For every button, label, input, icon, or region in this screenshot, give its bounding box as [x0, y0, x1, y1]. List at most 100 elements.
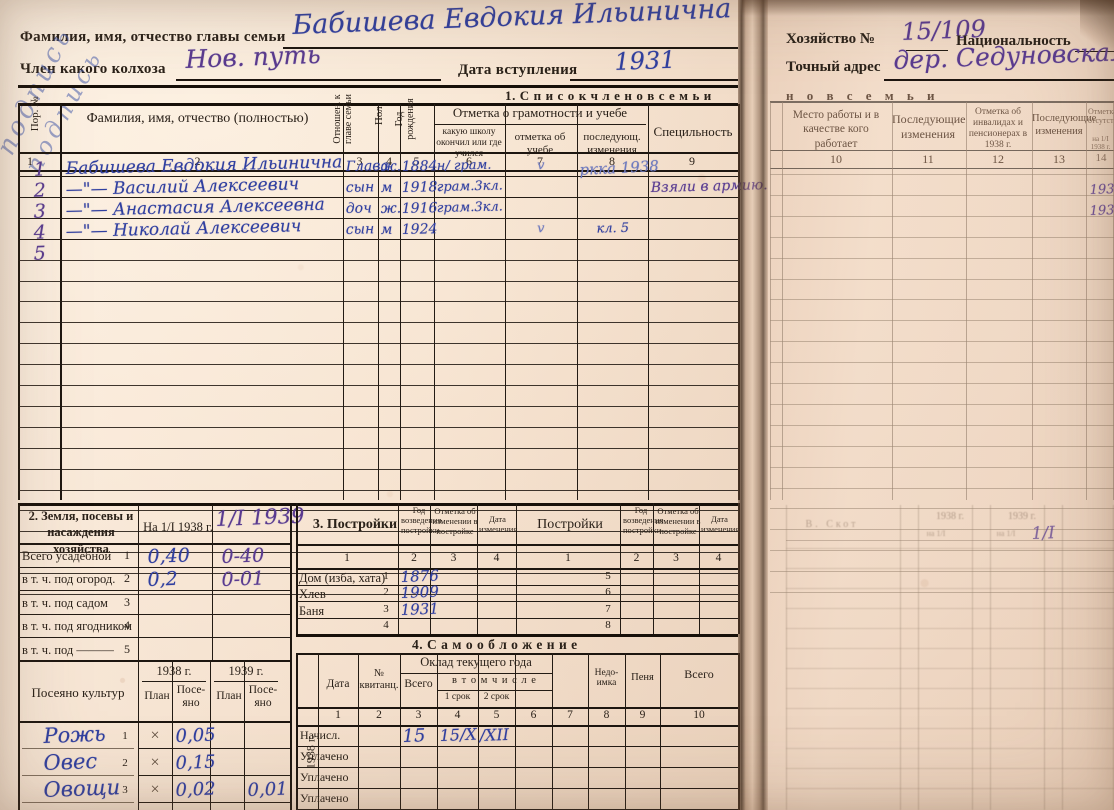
crops-row-rule: [22, 775, 134, 776]
section1-row-rule-right: [770, 237, 1114, 238]
section2-row-rule: [18, 567, 290, 568]
section4-row-label: Уплачено: [300, 791, 349, 805]
section3-row-number-right: 5: [605, 570, 611, 582]
crops-header-bottom-rule: [18, 721, 290, 723]
section1-row-rule: [18, 531, 738, 532]
section2-row-label: Всего усадебной: [22, 549, 112, 563]
kolkhoz-value: Нов. путь: [184, 39, 322, 74]
section1-col-rule-2: [343, 104, 344, 500]
section4-col-rule-1: [318, 653, 319, 810]
top-page-edge: [742, 0, 1114, 16]
section4-value-c3: 15: [402, 725, 426, 747]
colnum-9: 9: [689, 154, 695, 168]
section2-row-rule: [18, 614, 290, 615]
section3-colnum-left-2: 2: [411, 552, 417, 564]
kolkhoz-label: Член какого колхоза: [20, 61, 166, 77]
col-2-label: Фамилия, имя, отчество (полностью): [60, 111, 335, 127]
crops-sown-1938: 0,02: [175, 778, 217, 801]
section4-colnum-9: 9: [639, 709, 646, 721]
section2-title: 2. Земля, посевы и насаждения хозяйства: [28, 509, 134, 556]
section3-numbers-rule: [296, 568, 738, 570]
section1-row-rule-right: [770, 571, 1114, 572]
section1-row-rule: [18, 448, 738, 449]
colnum-7: 7: [537, 154, 543, 168]
colnum-3: 3: [356, 154, 363, 168]
section1-col-rule-right-4: [1032, 102, 1033, 500]
faint-sub-1938: на 1/I: [926, 529, 946, 538]
section4-col-rule-11: [738, 653, 740, 810]
crops-row-name: Овощи: [43, 775, 121, 802]
section2-row-label: в т. ч. под огород.: [22, 572, 116, 586]
crops-row-rule-values: [138, 775, 290, 776]
section1-body-top-rule-r: [770, 168, 1114, 169]
colnum-12: 12: [992, 152, 1004, 166]
section2-row-label: в т. ч. под ягодником: [22, 619, 132, 633]
section1-row-rule-right: [770, 258, 1114, 259]
section4-colnum-8: 8: [603, 709, 610, 721]
literacy-group-label: Отметка о грамотности и учебе: [452, 105, 628, 120]
cell-birth: 1884: [401, 158, 438, 175]
section1-row-rule: [18, 490, 738, 491]
colnum-2: 2: [194, 154, 201, 168]
section4-group-header: Оклад текущего года: [420, 655, 532, 669]
section3-row-number: 3: [383, 603, 389, 615]
section3-colnum-left-4: 4: [493, 552, 500, 564]
section4-col-rule-3: [400, 653, 401, 810]
section1-row-rule: [18, 510, 738, 511]
section1-row-rule: [18, 469, 738, 470]
section2-col-rule-2: [212, 505, 213, 660]
crops-top-rule: [18, 660, 290, 662]
section2-value-1938: 0,40: [147, 544, 191, 568]
faint-col-rule-3: [972, 505, 973, 810]
cell-no: 1: [33, 158, 47, 181]
cell-rel: доч: [345, 200, 373, 217]
section1-col-rule-right-1: [782, 102, 783, 500]
cell-birth: 1916: [401, 200, 438, 217]
section2-col-rule-3: [290, 505, 292, 660]
crops-row-rule: [22, 748, 134, 749]
section1-col-rule-9: [738, 104, 740, 500]
section4-col-rule-10: [660, 653, 661, 810]
section1-row-rule-right: [770, 299, 1114, 300]
colnum-14: 14: [1095, 152, 1107, 164]
section1-col-rule-right-5: [1086, 102, 1087, 500]
section1-row-rule: [18, 594, 738, 595]
section1-col-rule-right-0: [770, 102, 771, 500]
section1-col-rule-right-3: [966, 102, 967, 500]
crops-year-rule-a: [142, 681, 206, 682]
cell-no: 4: [33, 221, 47, 244]
section1-col-rule-6: [505, 104, 506, 500]
section1-col-rule-5: [434, 104, 435, 500]
section2-row-label: в т. ч. под ———: [22, 643, 114, 657]
section3-col-change-a: Отметка об изменении в постройке: [432, 506, 478, 537]
crops-col-rule-2: [172, 660, 173, 810]
cell-rel: сын: [345, 179, 375, 196]
faint-row-rule: [786, 748, 1114, 749]
cell-birth: 1918.: [401, 179, 443, 196]
faint-row-rule: [786, 728, 1114, 729]
col-9-label: Специльность: [653, 124, 733, 139]
section3-colnum-right-4: 4: [715, 552, 722, 564]
section2-row-number: 2: [124, 571, 130, 585]
cell-birth: 1924: [401, 221, 438, 238]
section4-colnum-2: 2: [376, 709, 382, 721]
section1-row-rule: [18, 552, 738, 553]
cell-spec: Взяли в армию.: [650, 177, 768, 196]
section3-row-label: Хлев: [299, 587, 326, 601]
col-12-label: Отметка об инвалидах и пенсионерах в 193…: [968, 107, 1028, 150]
section1-row-rule: [18, 573, 738, 574]
col-10-label: Место работы и в качестве кого работает: [792, 109, 880, 150]
cell-study: v: [536, 221, 545, 237]
cell-sex: м: [380, 179, 393, 196]
faint-col-rule-2: [918, 505, 919, 810]
section1-row-rule-right: [770, 446, 1114, 447]
faint-handwritten-date: 1/I: [1031, 523, 1056, 544]
section1-col-rule-right-2: [892, 102, 893, 500]
family-name-value: Бабишева Евдокия Ильинична: [291, 0, 732, 41]
crops-sub-sown39: Посе-яно: [248, 684, 278, 710]
section1-col-rule-8: [648, 104, 649, 500]
section4-col-header-5: Недо-имка: [594, 668, 619, 689]
faint-row-rule: [786, 688, 1114, 689]
family-name-label: Фамилия, имя, отчество главы семьи: [20, 29, 286, 45]
colnum-6: 6: [466, 154, 472, 168]
